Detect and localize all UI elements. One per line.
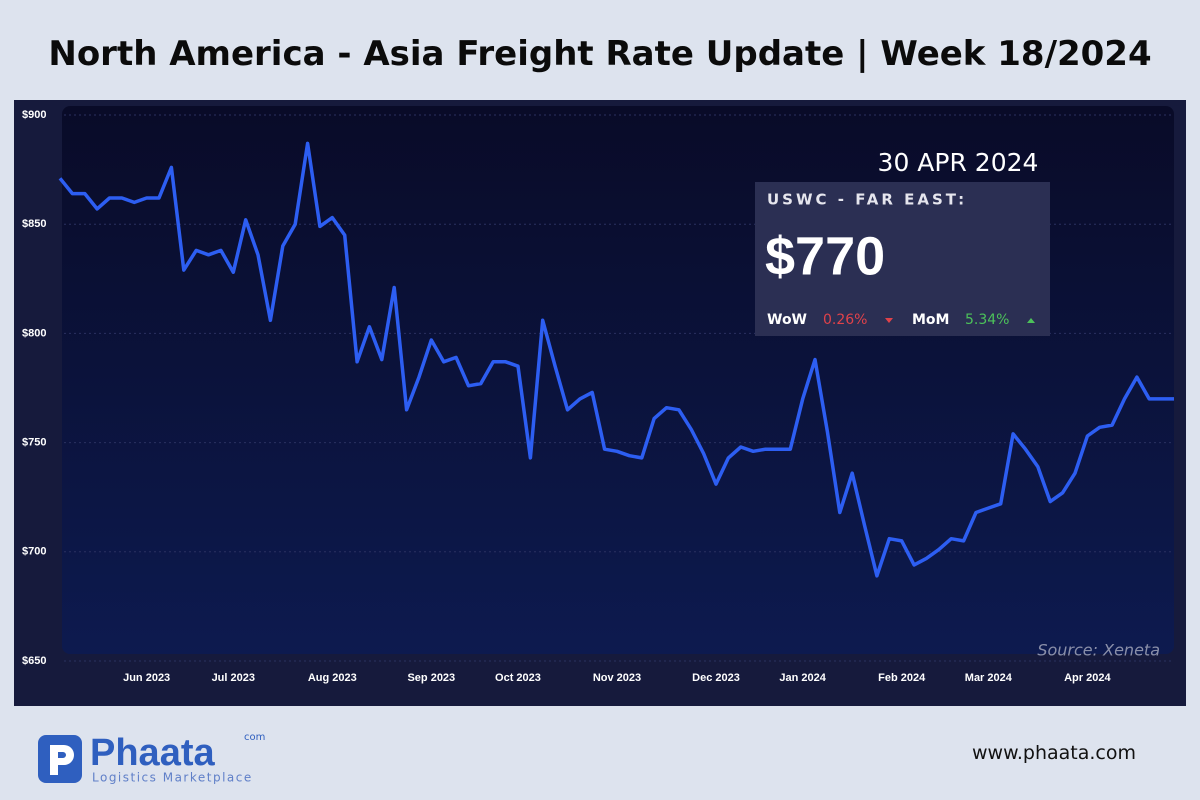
y-tick-label: $900: [22, 109, 46, 121]
x-tick-label: Mar 2024: [965, 672, 1013, 684]
up-arrow: [1027, 318, 1035, 323]
callout-label: USWC - FAR EAST:: [767, 191, 967, 209]
y-tick-label: $700: [22, 546, 46, 558]
x-tick-label: Jul 2023: [212, 672, 255, 684]
x-tick-label: Jun 2023: [123, 672, 170, 684]
wow-label: WoW: [767, 312, 807, 328]
x-tick-label: Apr 2024: [1064, 672, 1111, 684]
callout-date: 30 APR 2024: [878, 148, 1039, 177]
logo: Phaata com Logistics Marketplace: [38, 732, 265, 785]
data-line: [58, 141, 1174, 578]
x-tick-label: Jan 2024: [779, 672, 826, 684]
y-tick-label: $750: [22, 437, 46, 449]
wow-value: 0.26%: [823, 312, 867, 328]
callout-box: [755, 182, 1050, 336]
x-tick-label: Nov 2023: [593, 672, 641, 684]
page-title: North America - Asia Freight Rate Update…: [48, 34, 1152, 74]
mom-value: 5.34%: [965, 312, 1009, 328]
y-tick-label: $800: [22, 327, 46, 339]
y-tick-label: $850: [22, 218, 46, 230]
y-tick-label: $650: [22, 655, 46, 667]
logo-suffix: com: [244, 732, 265, 743]
mom-label: MoM: [912, 312, 949, 328]
x-tick-label: Feb 2024: [878, 672, 926, 684]
logo-tagline: Logistics Marketplace: [92, 771, 253, 785]
website: www.phaata.com: [972, 742, 1137, 764]
x-tick-label: Dec 2023: [692, 672, 740, 684]
x-tick-label: Aug 2023: [308, 672, 357, 684]
logo-text: Phaata: [90, 732, 215, 774]
x-tick-label: Sep 2023: [407, 672, 455, 684]
callout-value: $770: [765, 226, 885, 286]
x-tick-label: Oct 2023: [495, 672, 541, 684]
source-note: Source: Xeneta: [1037, 641, 1160, 660]
down-arrow: [885, 318, 893, 323]
logo-glyph: [50, 745, 74, 775]
